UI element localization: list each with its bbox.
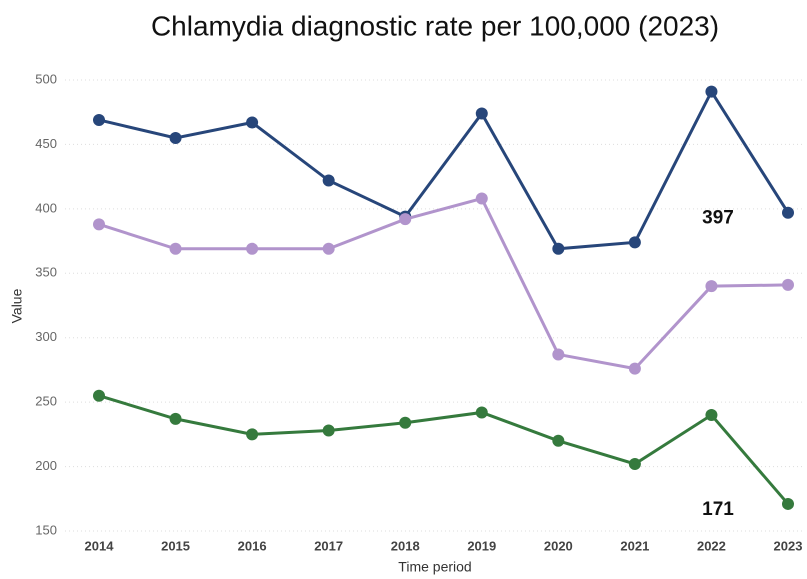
- point: [705, 280, 718, 293]
- point: [705, 85, 718, 98]
- x-tick-label: 2014: [85, 538, 115, 553]
- y-tick-label: 300: [35, 329, 57, 344]
- point: [475, 192, 488, 205]
- point: [322, 174, 335, 187]
- y-tick-label: 250: [35, 394, 57, 409]
- point: [246, 428, 259, 441]
- chart-title: Chlamydia diagnostic rate per 100,000 (2…: [151, 10, 719, 41]
- point: [169, 412, 182, 425]
- x-tick-label: 2020: [544, 538, 573, 553]
- point: [322, 424, 335, 437]
- point: [552, 434, 565, 447]
- y-tick-label: 350: [35, 265, 57, 280]
- point: [246, 242, 259, 255]
- point: [628, 457, 641, 470]
- point: [322, 242, 335, 255]
- data-label: 397: [702, 208, 734, 229]
- x-tick-label: 2023: [774, 538, 803, 553]
- series-line: [98, 394, 790, 505]
- y-tick-label: 450: [35, 136, 57, 151]
- x-tick-label: 2019: [467, 538, 496, 553]
- point: [552, 242, 565, 255]
- point: [93, 113, 105, 126]
- point: [246, 116, 259, 129]
- point: [169, 131, 182, 144]
- x-tick-label: 2016: [238, 538, 267, 553]
- x-tick-label: 2021: [620, 538, 649, 553]
- y-tick-label: 200: [35, 458, 57, 473]
- x-tick-label: 2018: [391, 538, 420, 553]
- series-line: [98, 196, 789, 371]
- y-tick-label: 400: [35, 200, 57, 215]
- point: [782, 278, 794, 291]
- x-axis-label: Time period: [398, 559, 471, 575]
- point: [93, 389, 105, 402]
- series-line: [98, 88, 790, 251]
- point: [399, 416, 412, 429]
- point: [399, 213, 412, 226]
- x-tick-label: 2022: [697, 538, 726, 553]
- x-tick-label: 2015: [161, 538, 190, 553]
- data-label: 171: [702, 499, 734, 520]
- point: [169, 242, 182, 255]
- point: [628, 236, 641, 249]
- point: [93, 218, 105, 231]
- point: [552, 348, 565, 361]
- point: [782, 206, 794, 219]
- point: [782, 497, 794, 510]
- x-tick-label: 2017: [314, 538, 343, 553]
- y-axis-label: Value: [9, 288, 25, 323]
- point: [705, 409, 718, 422]
- point: [475, 107, 488, 120]
- y-tick-label: 150: [35, 522, 57, 537]
- point: [628, 362, 641, 375]
- y-tick-label: 500: [35, 71, 57, 86]
- point: [475, 406, 488, 419]
